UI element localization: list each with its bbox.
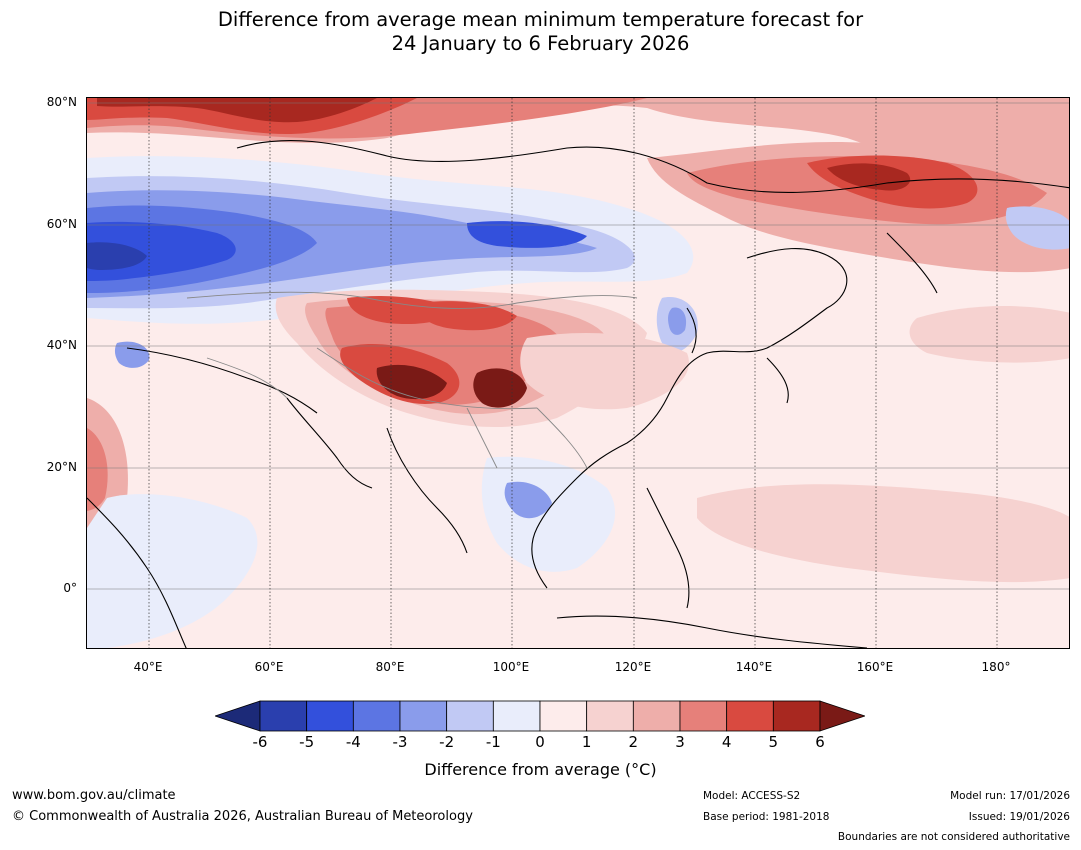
lon-label-120e: 120°E (614, 660, 652, 674)
china-warm (520, 333, 689, 410)
lat-label-0: 0° (63, 581, 77, 595)
siberia-hottest (827, 163, 911, 191)
caspian-cool (114, 341, 150, 368)
temperature-anomaly-map (87, 98, 1069, 648)
pacific-warm-1 (697, 484, 1069, 583)
colorbar-segment (399, 700, 448, 732)
colorbar-segment (492, 700, 541, 732)
colorbar-tick-label: -2 (439, 733, 455, 751)
korea-cool-core (668, 307, 687, 335)
coastlines (87, 139, 1069, 648)
colorbar-tick-label: -1 (485, 733, 501, 751)
colorbar-tick-label: 2 (628, 733, 639, 751)
colorbar-tick-label: -6 (252, 733, 268, 751)
pacific-warm-2 (909, 306, 1069, 363)
cold-east-blob (467, 221, 587, 248)
colorbar-label: Difference from average (°C) (424, 760, 657, 779)
colorbar-segment (726, 700, 774, 732)
issued-date: Issued: 19/01/2026 (968, 811, 1070, 823)
title-line-2: 24 January to 6 February 2026 (391, 32, 690, 55)
lon-label-100e: 100°E (492, 660, 530, 674)
lon-label-80e: 80°E (375, 660, 405, 674)
colorbar (215, 700, 865, 732)
website-link[interactable]: www.bom.gov.au/climate (12, 788, 176, 803)
boundary-disclaimer: Boundaries are not considered authoritat… (837, 831, 1070, 843)
colorbar-tick-label: -3 (392, 733, 408, 751)
lat-label-20n: 20°N (46, 460, 77, 474)
colorbar-segment (632, 700, 681, 732)
tibet-hottest-east (473, 368, 527, 408)
lon-label-180: 180° (981, 660, 1011, 674)
map-area (86, 97, 1070, 649)
colorbar-tick-label: 6 (815, 733, 825, 751)
meridians (148, 98, 998, 648)
colorbar-tick-label: -4 (345, 733, 361, 751)
colorbar-tick-label: -5 (299, 733, 315, 751)
colorbar-arrow-high (819, 700, 865, 732)
cold-extreme (87, 242, 147, 270)
model-run: Model run: 17/01/2026 (950, 790, 1070, 802)
colorbar-tick-label: 4 (721, 733, 732, 751)
lat-label-60n: 60°N (46, 217, 77, 231)
middle-east-warm-core (87, 428, 108, 511)
colorbar-segment (352, 700, 401, 732)
colorbar-segment (679, 700, 728, 732)
colorbar-segment (259, 700, 308, 732)
south-asia-cool (87, 494, 258, 648)
lon-label-140e: 140°E (735, 660, 773, 674)
colorbar-tick-label: 5 (768, 733, 779, 751)
copyright-text: © Commonwealth of Australia 2026, Austra… (12, 809, 473, 824)
colorbar-tick-label: 3 (675, 733, 685, 751)
lon-label-160e: 160°E (856, 660, 894, 674)
colorbar-segment (446, 700, 494, 732)
lat-label-40n: 40°N (46, 338, 77, 352)
chart-title: Difference from average mean minimum tem… (0, 8, 1081, 56)
lon-label-40e: 40°E (133, 660, 163, 674)
base-period: Base period: 1981-2018 (703, 811, 830, 823)
lat-label-80n: 80°N (46, 95, 77, 109)
colorbar-segment (539, 700, 588, 732)
title-line-1: Difference from average mean minimum tem… (217, 8, 864, 31)
colorbar-segment (772, 700, 821, 732)
colorbar-tick-label: 1 (581, 733, 592, 751)
colorbar-segment (306, 700, 354, 732)
se-asia-cool-core (504, 481, 552, 519)
graticule (87, 102, 1069, 590)
model-name: Model: ACCESS-S2 (703, 790, 801, 802)
arctic-hottest (97, 98, 377, 123)
colorbar-segment (586, 700, 634, 732)
country-borders (186, 291, 638, 469)
pacific-cool (1005, 206, 1069, 250)
lon-label-60e: 60°E (254, 660, 284, 674)
colorbar-arrow-low (215, 700, 261, 732)
colorbar-tick-label: 0 (535, 733, 545, 751)
